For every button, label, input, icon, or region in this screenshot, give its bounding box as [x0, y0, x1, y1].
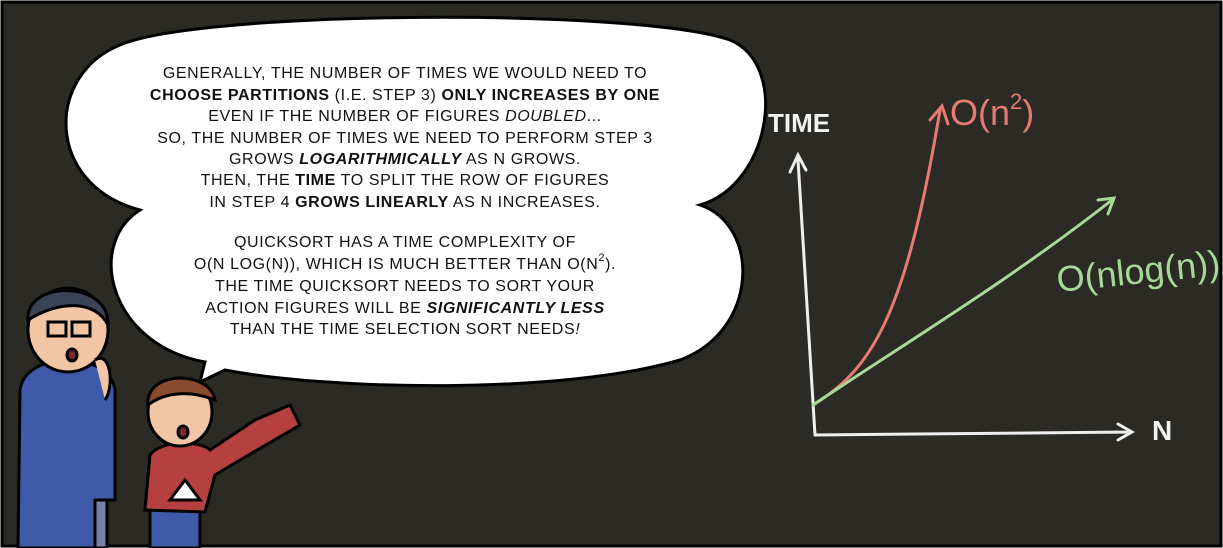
speech-line: GROWS LOGARITHMICALLY AS N GROWS.: [229, 151, 581, 168]
speech-segment: QUICKSORT HAS A TIME COMPLEXITY OF: [234, 234, 576, 251]
speech-segment: CHOOSE PARTITIONS: [150, 87, 330, 104]
speech-segment: AS N INCREASES.: [449, 194, 601, 211]
speech-segment: ...: [587, 108, 602, 125]
speech-segment: O(N LOG(N)), WHICH IS MUCH BETTER THAN O…: [194, 256, 598, 273]
speech-bubble: [64, 15, 768, 388]
speech-segment: IN STEP 4: [209, 194, 295, 211]
label-close: ): [1022, 92, 1034, 133]
label: O(n: [950, 92, 1010, 133]
speech-line: GENERALLY, THE NUMBER OF TIMES WE WOULD …: [163, 65, 647, 82]
speech-segment: GENERALLY, THE NUMBER OF TIMES WE WOULD …: [163, 65, 647, 82]
speech-line: EVEN IF THE NUMBER OF FIGURES DOUBLED...: [208, 108, 602, 125]
speech-segment: ONLY INCREASES BY ONE: [441, 87, 660, 104]
tall-character: [16, 286, 117, 548]
speech-segment: SIGNIFICANTLY LESS: [427, 300, 605, 317]
speech-segment: SO, THE NUMBER OF TIMES WE NEED TO PERFO…: [157, 130, 653, 147]
y-axis-label: TIME: [768, 108, 830, 138]
speech-line: QUICKSORT HAS A TIME COMPLEXITY OF: [234, 234, 576, 251]
speech-line: SO, THE NUMBER OF TIMES WE NEED TO PERFO…: [157, 130, 653, 147]
speech-segment: DOUBLED: [505, 108, 587, 125]
speech-segment: THEN, THE: [201, 172, 296, 189]
speech-segment: AS N GROWS.: [462, 151, 581, 168]
speech-segment: LOGARITHMICALLY: [299, 151, 462, 168]
speech-segment: TO SPLIT THE ROW OF FIGURES: [336, 172, 609, 189]
speech-segment: ).: [605, 256, 616, 273]
speech-segment: THE TIME QUICKSORT NEEDS TO SORT YOUR: [215, 278, 595, 295]
speech-segment: ACTION FIGURES WILL BE: [205, 300, 426, 317]
speech-segment: TIME: [295, 172, 336, 189]
x-axis: [813, 422, 1136, 442]
speech-segment: (I.E. STEP 3): [330, 87, 442, 104]
speech-segment: !: [575, 321, 580, 338]
y-axis: [788, 151, 817, 437]
speech-segment: EVEN IF THE NUMBER OF FIGURES: [208, 108, 505, 125]
nlogn-curve: [811, 196, 1117, 407]
quadratic-label: O(n2): [950, 89, 1034, 133]
small-character: [143, 376, 302, 548]
speech-line: ACTION FIGURES WILL BE SIGNIFICANTLY LES…: [205, 300, 604, 317]
superscript: 2: [1010, 89, 1022, 114]
speech-line: CHOOSE PARTITIONS (I.E. STEP 3) ONLY INC…: [150, 87, 660, 104]
speech-line: THEN, THE TIME TO SPLIT THE ROW OF FIGUR…: [201, 172, 610, 189]
graph: [788, 103, 1136, 442]
speech-segment: GROWS: [229, 151, 299, 168]
x-axis-label: N: [1152, 415, 1172, 446]
speech-line: O(N LOG(N)), WHICH IS MUCH BETTER THAN O…: [194, 252, 616, 273]
speech-line: THE TIME QUICKSORT NEEDS TO SORT YOUR: [215, 278, 595, 295]
speech-line: IN STEP 4 GROWS LINEARLY AS N INCREASES.: [209, 194, 600, 211]
speech-segment: GROWS LINEARLY: [295, 194, 449, 211]
speech-line: THAN THE TIME SELECTION SORT NEEDS!: [230, 321, 581, 338]
speech-segment: 2: [598, 252, 605, 264]
speech-segment: THAN THE TIME SELECTION SORT NEEDS: [230, 321, 576, 338]
